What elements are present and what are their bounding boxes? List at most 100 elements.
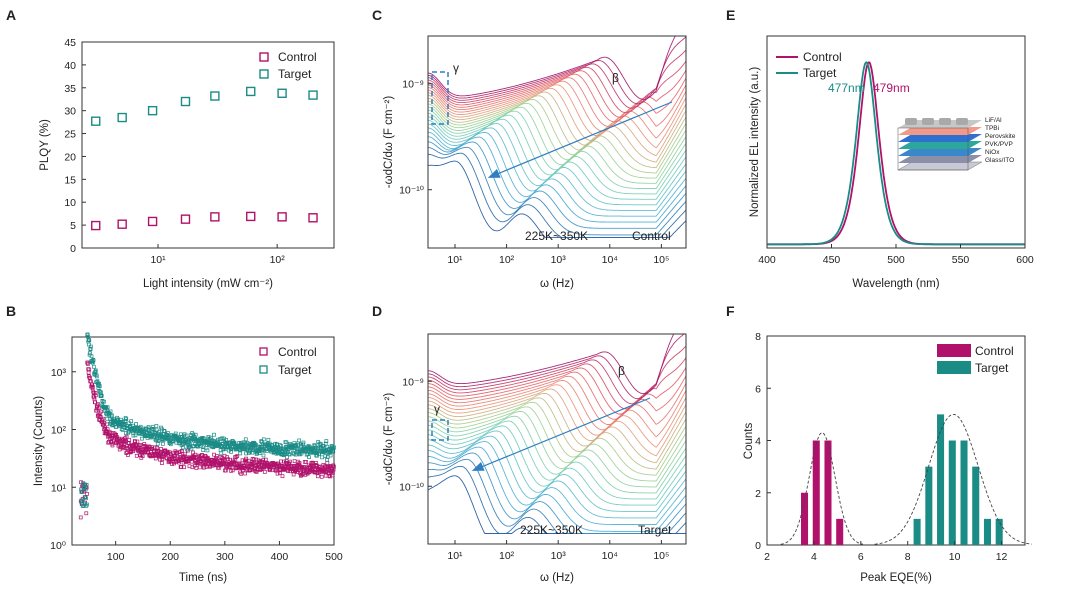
x-tick-label-b: 500 xyxy=(325,551,343,563)
point-target xyxy=(98,394,103,398)
point-target xyxy=(166,431,171,435)
x-tick-label-c: 10³ xyxy=(551,254,567,266)
point-target xyxy=(304,452,309,457)
point-target xyxy=(229,449,233,454)
point-target xyxy=(307,455,311,460)
point-control xyxy=(319,474,324,479)
point-control xyxy=(180,214,191,224)
layer-label-lif-al: LiF/Al xyxy=(985,117,1002,124)
point-control xyxy=(142,442,147,446)
spectrum-curve xyxy=(428,357,686,410)
y-tick-label-a: 15 xyxy=(64,174,76,186)
legend-b: Control Target xyxy=(259,345,317,377)
point-target xyxy=(97,381,101,386)
point-control xyxy=(262,469,267,474)
x-tick-label-c: 10⁴ xyxy=(602,254,618,266)
x-tick-label-b: 300 xyxy=(216,551,234,563)
point-control xyxy=(87,367,92,372)
point-control xyxy=(90,382,95,387)
point-control xyxy=(125,450,129,455)
point-target xyxy=(205,448,210,453)
point-control xyxy=(251,461,255,466)
point-control xyxy=(308,213,318,223)
legend-marker-control-a xyxy=(259,52,269,62)
y-axis-label-e: Normalized EL intensity (a.u.) xyxy=(749,67,761,218)
y-tick-label-a: 10 xyxy=(64,197,76,209)
x-ticks-c: 10¹ 10² 10³ 10⁴ 10⁵ xyxy=(447,244,669,266)
x-tick-label-c: 10⁵ xyxy=(653,254,669,266)
x-tick-label-f: 10 xyxy=(949,551,961,563)
curves-d xyxy=(428,334,686,534)
y-tick-label-a: 40 xyxy=(64,60,76,72)
spectrum-curve xyxy=(428,446,686,532)
point-control xyxy=(294,468,299,472)
point-control xyxy=(230,468,235,473)
point-control xyxy=(81,489,86,494)
x-tick-label-f: 4 xyxy=(811,551,817,563)
point-control xyxy=(244,459,249,463)
x-axis-label-f: Peak EQE(%) xyxy=(860,572,932,584)
bar-target xyxy=(925,466,933,545)
x-axis-label-d: ω (Hz) xyxy=(540,572,574,584)
point-target xyxy=(242,447,247,452)
layer-label-niox: NiOx xyxy=(985,149,1000,156)
point-control xyxy=(191,450,195,455)
y-tick-label-b: 10³ xyxy=(51,367,67,379)
point-target xyxy=(123,416,128,420)
y-tick-label-c: 10⁻¹⁰ xyxy=(399,185,425,197)
point-control xyxy=(180,449,184,454)
point-target xyxy=(301,440,306,445)
legend-marker-control-b xyxy=(259,347,268,356)
axes-frame-c xyxy=(427,35,687,249)
point-target xyxy=(83,487,88,492)
x-ticks-b: 100 200 300 400 500 xyxy=(107,541,343,563)
point-target xyxy=(266,437,271,442)
bar-target xyxy=(972,466,980,545)
y-tick-label-a: 45 xyxy=(64,37,76,49)
point-control xyxy=(252,457,256,462)
spectrum-curve xyxy=(428,401,686,476)
spectrum-curve xyxy=(428,36,686,105)
point-target xyxy=(154,424,159,428)
bar-target xyxy=(937,414,945,545)
legend-label-control-e: Control xyxy=(803,50,842,64)
bar-target xyxy=(983,518,991,545)
x-tick-label-b: 400 xyxy=(271,551,289,563)
point-control xyxy=(275,471,280,476)
spectrum-curve xyxy=(428,77,686,127)
spectrum-curve xyxy=(428,87,686,157)
panel-c: C 10¹ 10² 10³ 10⁴ 10⁵ 10⁻¹⁰ 10⁻⁹ γ β 225K~350… xyxy=(372,7,687,290)
point-target xyxy=(105,405,110,410)
point-target xyxy=(243,437,248,442)
point-target xyxy=(109,413,114,418)
spectrum-curve xyxy=(428,435,686,519)
y-tick-label-f: 4 xyxy=(755,436,761,448)
x-tick-label-f: 2 xyxy=(764,551,770,563)
point-target xyxy=(311,450,315,455)
y-tick-label-a: 5 xyxy=(70,220,76,232)
y-axis-label-c: -ωdC/dω (F cm⁻²) xyxy=(383,96,395,189)
point-control xyxy=(244,456,248,461)
point-target xyxy=(261,453,266,458)
point-control xyxy=(222,457,227,462)
point-target xyxy=(86,338,91,342)
point-target xyxy=(324,439,329,443)
y-tick-label-a: 0 xyxy=(70,243,76,255)
point-control xyxy=(134,453,139,458)
point-control xyxy=(210,212,220,222)
point-target xyxy=(134,422,138,426)
gamma-box-c xyxy=(431,71,449,125)
point-target xyxy=(284,440,289,445)
point-control xyxy=(239,471,244,476)
point-target xyxy=(193,432,198,437)
legend-swatch-control-f xyxy=(937,344,971,357)
legend-label-target-b: Target xyxy=(278,363,312,377)
spectrum-curve xyxy=(428,106,686,184)
point-control xyxy=(91,220,101,231)
point-control xyxy=(332,464,336,469)
point-control xyxy=(88,375,92,380)
point-target xyxy=(154,428,159,433)
bar-control xyxy=(824,440,832,545)
point-target xyxy=(147,105,158,116)
point-target xyxy=(85,502,89,507)
